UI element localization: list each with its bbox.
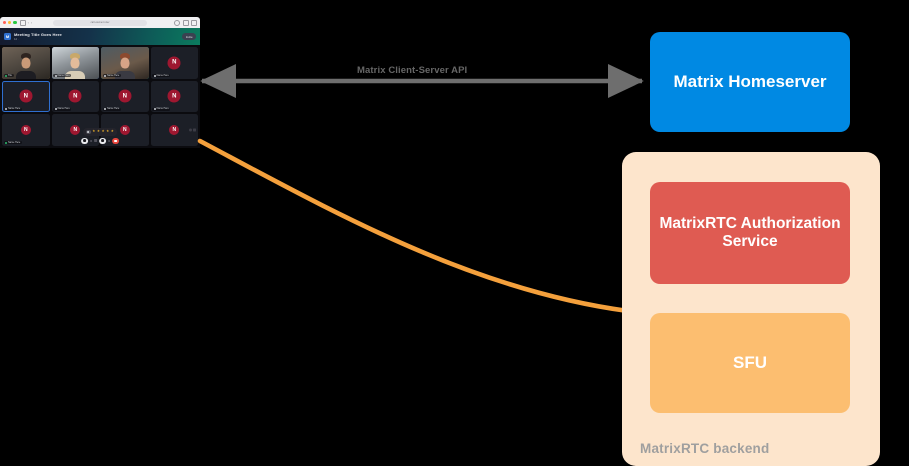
matrixrtc-backend-label: MatrixRTC backend bbox=[640, 441, 770, 456]
api-arrow-label: Matrix Client-Server API bbox=[357, 65, 468, 76]
video-tile[interactable]: N Name Here bbox=[101, 80, 149, 113]
participant-name: Name Here bbox=[156, 108, 169, 111]
call-controls: ★ ★ ★ ★ ★ bbox=[81, 128, 119, 144]
sidebar-icon[interactable] bbox=[19, 19, 26, 26]
matrix-homeserver-box[interactable]: Matrix Homeserver bbox=[650, 32, 850, 132]
reaction-star-icon[interactable]: ★ bbox=[101, 129, 105, 134]
video-tile[interactable]: N Name Here bbox=[51, 80, 99, 113]
microphone-muted-icon bbox=[153, 108, 156, 111]
microphone-muted-icon bbox=[153, 74, 156, 77]
reaction-star-icon[interactable]: ★ bbox=[106, 129, 110, 134]
separator-dot-icon bbox=[107, 139, 111, 142]
participant-name-chip: Name Here bbox=[3, 107, 22, 111]
avatar: N bbox=[118, 89, 132, 103]
matrixrtc-authorization-service-box[interactable]: MatrixRTC Authorization Service bbox=[650, 182, 850, 284]
forward-arrow-icon[interactable]: › bbox=[30, 19, 33, 25]
invite-button[interactable]: Invite bbox=[182, 33, 196, 40]
participant-name: Name Here bbox=[57, 108, 70, 111]
room-participant-count: 12 · bbox=[14, 37, 19, 42]
share-icon[interactable] bbox=[174, 19, 180, 26]
microphone-muted-icon bbox=[104, 74, 107, 77]
participant-name: Name Here bbox=[107, 74, 120, 77]
reaction-star-icon[interactable]: ★ bbox=[96, 129, 100, 134]
video-tile[interactable]: Name Here bbox=[101, 47, 149, 79]
microphone-button[interactable] bbox=[81, 137, 88, 144]
tabs-icon[interactable] bbox=[191, 19, 197, 26]
microphone-muted-icon bbox=[104, 108, 107, 111]
participant-video bbox=[2, 47, 50, 79]
video-tile[interactable]: N Name Here bbox=[150, 80, 198, 113]
microphone-muted-icon bbox=[54, 74, 57, 77]
back-arrow-icon[interactable]: ‹ bbox=[27, 19, 29, 25]
window-controls[interactable] bbox=[3, 20, 17, 25]
minimize-icon[interactable] bbox=[8, 20, 12, 25]
video-tile[interactable]: N Name Here bbox=[150, 47, 198, 79]
participant-name-chip: Name Here bbox=[102, 73, 121, 78]
avatar: N bbox=[119, 125, 130, 136]
video-tile[interactable]: Tile bbox=[2, 47, 50, 79]
matrixrtc-connection-curve bbox=[197, 138, 631, 314]
participant-name: Name Here bbox=[8, 141, 21, 144]
close-icon[interactable] bbox=[3, 20, 7, 25]
screen-share-button[interactable] bbox=[94, 139, 97, 143]
avatar: N bbox=[70, 125, 81, 136]
avatar: N bbox=[167, 56, 181, 70]
participant-name: Name Here bbox=[57, 74, 70, 77]
hangup-button[interactable] bbox=[112, 137, 119, 144]
room-avatar: M bbox=[4, 33, 11, 40]
video-tile[interactable]: N Name Here bbox=[2, 80, 50, 113]
browser-window: ‹ › call.element.dev M Meeting Title Goe… bbox=[0, 17, 200, 148]
participant-name-chip: Name Here bbox=[3, 141, 22, 145]
microphone-muted-icon bbox=[54, 108, 57, 111]
control-bar bbox=[81, 137, 119, 144]
avatar: N bbox=[19, 89, 33, 103]
chrome-right-actions bbox=[174, 19, 197, 26]
reaction-camera-icon[interactable] bbox=[86, 129, 91, 135]
participant-name: Name Here bbox=[8, 108, 21, 111]
status-dot-icon bbox=[189, 128, 192, 132]
new-tab-icon[interactable] bbox=[182, 19, 189, 26]
participant-name-chip: Name Here bbox=[102, 107, 121, 111]
video-tile[interactable]: Name Here bbox=[51, 47, 99, 79]
participant-name-chip: Name Here bbox=[152, 107, 171, 111]
video-tile[interactable]: N Name Here bbox=[2, 114, 50, 146]
browser-chrome: ‹ › call.element.dev bbox=[0, 17, 200, 28]
participant-name-chip: Name Here bbox=[53, 73, 72, 78]
participant-name-chip: Name Here bbox=[53, 107, 72, 111]
room-meta: Meeting Title Goes Here 12 · bbox=[14, 32, 62, 42]
participant-video bbox=[51, 47, 99, 79]
video-grid: Tile Name Here Name Here bbox=[0, 45, 200, 148]
video-tile[interactable]: N bbox=[150, 114, 198, 146]
reaction-star-icon[interactable]: ★ bbox=[92, 129, 96, 134]
participant-name-chip: Name Here bbox=[152, 73, 171, 78]
microphone-icon bbox=[5, 141, 8, 144]
participant-name: Name Here bbox=[156, 74, 169, 77]
participant-name-chip: Tile bbox=[3, 73, 14, 78]
microphone-muted-icon bbox=[5, 108, 8, 111]
participant-name: Name Here bbox=[107, 108, 120, 111]
reaction-star-icon[interactable]: ★ bbox=[110, 129, 114, 134]
url-bar[interactable]: call.element.dev bbox=[53, 19, 147, 26]
avatar: N bbox=[68, 89, 82, 103]
zoom-icon[interactable] bbox=[13, 20, 17, 25]
reaction-bar[interactable]: ★ ★ ★ ★ ★ bbox=[83, 128, 117, 136]
separator-dot-icon bbox=[89, 139, 93, 142]
participant-video bbox=[101, 47, 149, 79]
url-text: call.element.dev bbox=[90, 21, 110, 24]
room-title: Meeting Title Goes Here bbox=[14, 31, 62, 37]
avatar: N bbox=[20, 125, 31, 136]
room-header: M Meeting Title Goes Here 12 · Invite bbox=[0, 28, 200, 45]
participant-name: Tile bbox=[8, 74, 12, 77]
screen-share-icon bbox=[193, 128, 196, 132]
sfu-box[interactable]: SFU bbox=[650, 313, 850, 413]
camera-button[interactable] bbox=[99, 137, 106, 144]
avatar: N bbox=[169, 125, 180, 136]
avatar: N bbox=[167, 89, 181, 103]
microphone-icon bbox=[5, 74, 8, 77]
